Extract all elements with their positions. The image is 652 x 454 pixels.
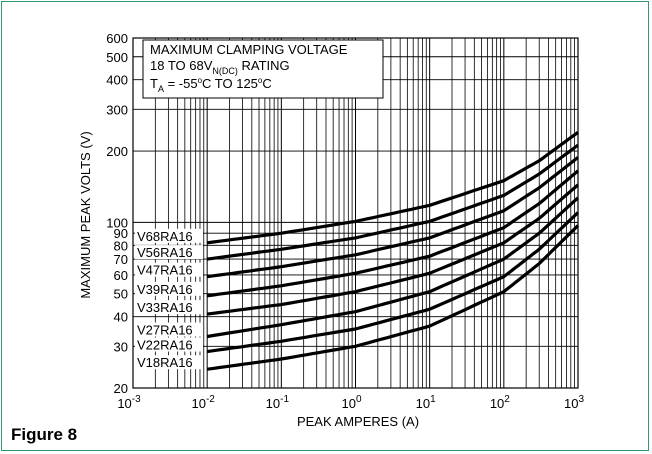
title-temp-subscript: A [158,84,164,94]
series-label-bg [135,245,203,260]
title-temp-t: T [150,76,158,91]
y-tick-label: 50 [114,287,128,302]
y-tick-label: 70 [114,252,128,267]
series-label-bg [135,355,203,370]
chart-title-line1: MAXIMUM CLAMPING VOLTAGE [150,42,348,57]
y-tick-label: 100 [106,215,128,230]
series-label-bg [135,300,203,315]
title-temp-to: C TO 125 [202,76,258,91]
series-label-bg [135,281,203,296]
y-tick-label: 60 [114,268,128,283]
y-tick-label: 300 [106,102,128,117]
x-tick-label: 101 [416,394,436,411]
x-tick-label: 10-2 [191,394,215,411]
y-tick-label: 500 [106,50,128,65]
series-label-bg [135,322,203,337]
title-degree-1: o [198,76,203,85]
y-tick-label: 400 [106,73,128,88]
chart-title-line3: TA = -55oC TO 125oC [150,76,272,94]
series-label-v27ra16: V27RA16 [137,322,193,337]
series-label-v68ra16: V68RA16 [137,229,193,244]
series-line-v27ra16 [206,196,580,339]
series-layer [206,131,580,371]
series-line-v33ra16 [206,183,580,316]
series-label-v33ra16: V33RA16 [137,300,193,315]
y-tick-label: 200 [106,144,128,159]
series-line-v68ra16 [206,131,579,245]
series-line-v56ra16 [206,143,579,261]
chart-title-line2: 18 TO 68VN(DC) RATING [150,58,290,76]
title-rating-prefix: 18 TO 68V [150,58,213,73]
series-label-v39ra16: V39RA16 [137,282,193,297]
series-label-bg [135,228,203,243]
series-line-v18ra16 [206,224,580,371]
series-line-v47ra16 [206,156,579,279]
series-label-v22ra16: V22RA16 [137,338,193,353]
y-axis-label: MAXIMUM PEAK VOLTS (V) [78,131,93,298]
title-rating-suffix: RATING [238,58,290,73]
series-label-bg [135,337,203,352]
x-axis-label: PEAK AMPERES (A) [297,414,419,429]
series-line-v39ra16 [206,169,580,298]
x-tick-label: 102 [490,394,510,411]
y-tick-label: 30 [114,339,128,354]
series-line-v22ra16 [206,211,580,354]
x-tick-label: 10-1 [266,394,290,411]
x-tick-label: 103 [564,394,584,411]
series-label-v47ra16: V47RA16 [137,263,193,278]
series-label-bg [135,262,203,277]
series-label-v18ra16: V18RA16 [137,355,193,370]
x-tick-labels: 10-3 10-2 10-1 100 101 102 103 [117,394,584,411]
y-tick-label: 600 [106,31,128,46]
figure-label: Figure 8 [11,425,78,444]
title-rating-subscript: N(DC) [212,66,238,76]
y-tick-label: 20 [114,381,128,396]
y-tick-label: 40 [114,310,128,325]
title-temp-unit: C [262,76,271,91]
y-tick-label: 80 [114,238,128,253]
title-degree-2: o [258,76,263,85]
y-tick-label: 90 [114,226,128,241]
series-label-v56ra16: V56RA16 [137,245,193,260]
x-tick-label: 10-3 [117,394,141,411]
title-temp-from: = -55 [164,76,198,91]
title-box [142,39,384,99]
x-tick-label: 100 [341,394,361,411]
